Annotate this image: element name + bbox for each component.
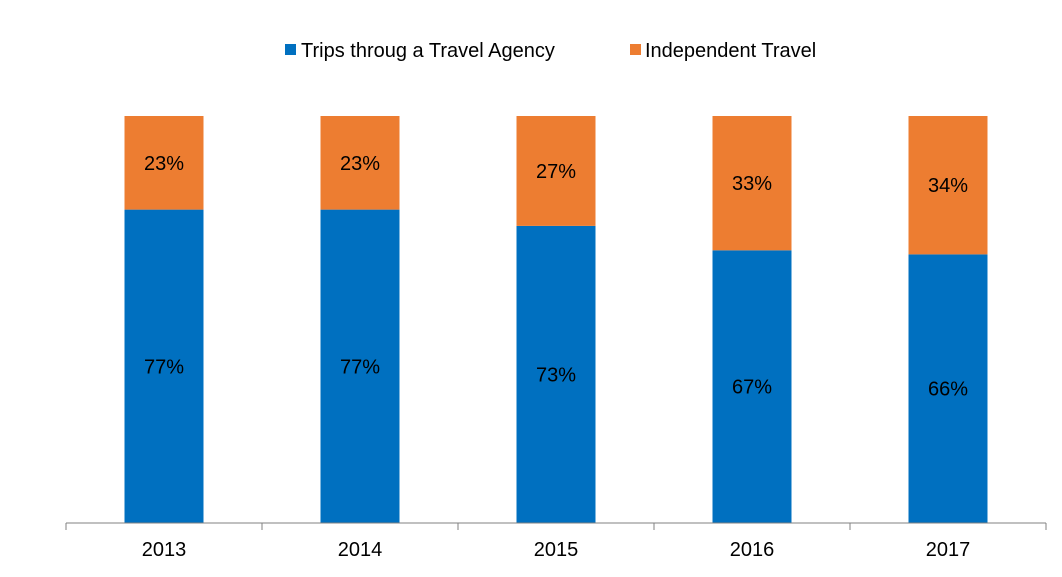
bar-series2-2013 (124, 116, 204, 210)
x-tick-label-2017: 2017 (926, 539, 971, 561)
bar-series2-2015 (516, 116, 596, 226)
data-label-series2-2015: 27% (536, 161, 576, 183)
data-labels: 77% 23% 77% 23% 73% 27% 67% 33% 66% 34% (144, 153, 968, 401)
bar-series1-2017 (908, 254, 988, 523)
data-label-series1-2016: 67% (732, 377, 772, 399)
x-tick-label-2015: 2015 (534, 539, 579, 561)
data-label-series2-2017: 34% (928, 175, 968, 197)
legend: Trips throug a Travel Agency Independent … (285, 40, 816, 62)
bar-series1-2014 (320, 209, 400, 524)
data-label-series1-2015: 73% (536, 364, 576, 386)
legend-swatch-series1 (285, 44, 296, 55)
legend-label-series1: Trips throug a Travel Agency (301, 40, 555, 62)
bar-series2-2017 (908, 116, 988, 255)
data-label-series1-2013: 77% (144, 356, 184, 378)
x-axis-tick-labels: 2013 2014 2015 2016 2017 (142, 539, 971, 561)
data-label-series2-2016: 33% (732, 173, 772, 195)
bar-series2-2016 (712, 116, 792, 251)
data-label-series2-2013: 23% (144, 153, 184, 175)
bar-series2-2014 (320, 116, 400, 210)
data-label-series2-2014: 23% (340, 153, 380, 175)
x-tick-label-2013: 2013 (142, 539, 187, 561)
x-tick-label-2016: 2016 (730, 539, 775, 561)
x-tick-label-2014: 2014 (338, 539, 383, 561)
legend-label-series2: Independent Travel (645, 40, 816, 62)
bars (124, 116, 988, 524)
legend-swatch-series2 (630, 44, 641, 55)
data-label-series1-2017: 66% (928, 379, 968, 401)
x-axis-ticks (65, 523, 1047, 530)
bar-series1-2015 (516, 225, 596, 523)
bar-series1-2013 (124, 209, 204, 524)
bar-series1-2016 (712, 250, 792, 523)
data-label-series1-2014: 77% (340, 356, 380, 378)
